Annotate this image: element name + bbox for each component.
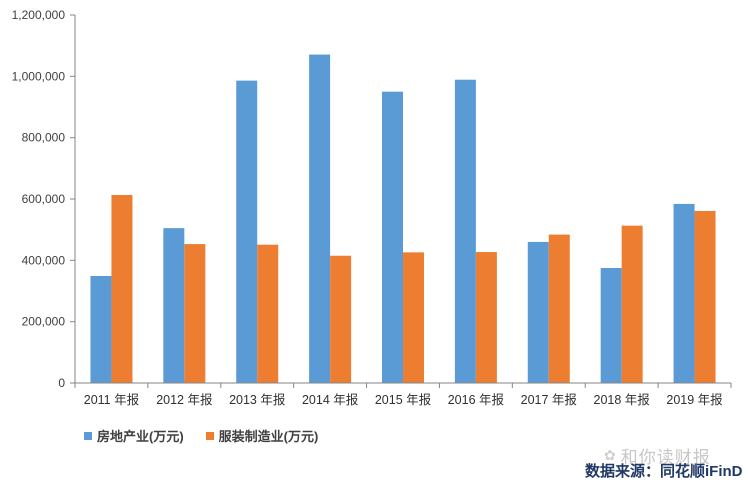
x-tick-label: 2016 年报 bbox=[448, 392, 505, 407]
bar bbox=[330, 255, 352, 383]
bar bbox=[548, 234, 570, 383]
bars bbox=[90, 54, 716, 384]
bar bbox=[184, 244, 206, 383]
watermark: ✿ 和你读财报 bbox=[604, 443, 711, 468]
wechat-icon: ✿ bbox=[604, 447, 617, 463]
x-tick-label: 2014 年报 bbox=[302, 392, 359, 407]
bar bbox=[236, 80, 258, 384]
watermark-text: 和你读财报 bbox=[620, 448, 711, 467]
bar bbox=[309, 54, 331, 384]
x-tick-label: 2019 年报 bbox=[666, 392, 723, 407]
bar bbox=[403, 252, 424, 383]
x-tick-label: 2013 年报 bbox=[229, 392, 286, 407]
x-axis: 2011 年报 2012 年报 2013 年报 2014 年报 2015 年报 2016 … bbox=[74, 382, 732, 407]
bar bbox=[163, 228, 185, 383]
bar bbox=[621, 225, 643, 383]
y-tick-label: 600,000 bbox=[22, 192, 66, 206]
legend-label: 服装制造业(万元) bbox=[218, 429, 319, 444]
bar bbox=[673, 203, 695, 383]
x-tick-label: 2012 年报 bbox=[156, 392, 213, 407]
y-tick-label: 1,000,000 bbox=[12, 69, 66, 83]
bar bbox=[257, 244, 279, 383]
legend-swatch-orange-icon bbox=[205, 431, 214, 440]
y-tick-label: 200,000 bbox=[22, 315, 66, 329]
bar bbox=[454, 79, 476, 383]
bar bbox=[111, 195, 133, 383]
x-tick-label: 2017 年报 bbox=[521, 392, 578, 407]
bar bbox=[527, 241, 549, 383]
y-tick-label: 0 bbox=[58, 376, 65, 390]
y-axis: 0 200,000 400,000 600,000 800,000 1,000,000 1,… bbox=[12, 8, 76, 390]
legend-label: 房地产业(万元) bbox=[97, 429, 184, 444]
bar bbox=[475, 252, 497, 383]
legend-item-real-estate: 房地产业(万元) bbox=[84, 426, 184, 445]
bar bbox=[382, 91, 403, 384]
bar bbox=[694, 210, 716, 383]
legend-swatch-blue-icon bbox=[84, 431, 92, 440]
legend-item-apparel: 服装制造业(万元) bbox=[205, 426, 319, 445]
x-tick-label: 2011 年报 bbox=[84, 392, 140, 407]
data-source-note: 数据来源：同花顺iFinD bbox=[585, 463, 743, 480]
bar bbox=[90, 275, 112, 383]
y-tick-label: 400,000 bbox=[22, 253, 66, 267]
x-tick-label: 2015 年报 bbox=[375, 392, 432, 407]
legend: 房地产业(万元) 服装制造业(万元) bbox=[84, 426, 340, 445]
x-tick-label: 2018 年报 bbox=[594, 392, 651, 407]
bar-chart: 0 200,000 400,000 600,000 800,000 1,000,000 1,… bbox=[12, 8, 732, 407]
y-tick-label: 800,000 bbox=[22, 131, 66, 145]
bar bbox=[600, 268, 622, 383]
y-tick-label: 1,200,000 bbox=[12, 8, 66, 22]
